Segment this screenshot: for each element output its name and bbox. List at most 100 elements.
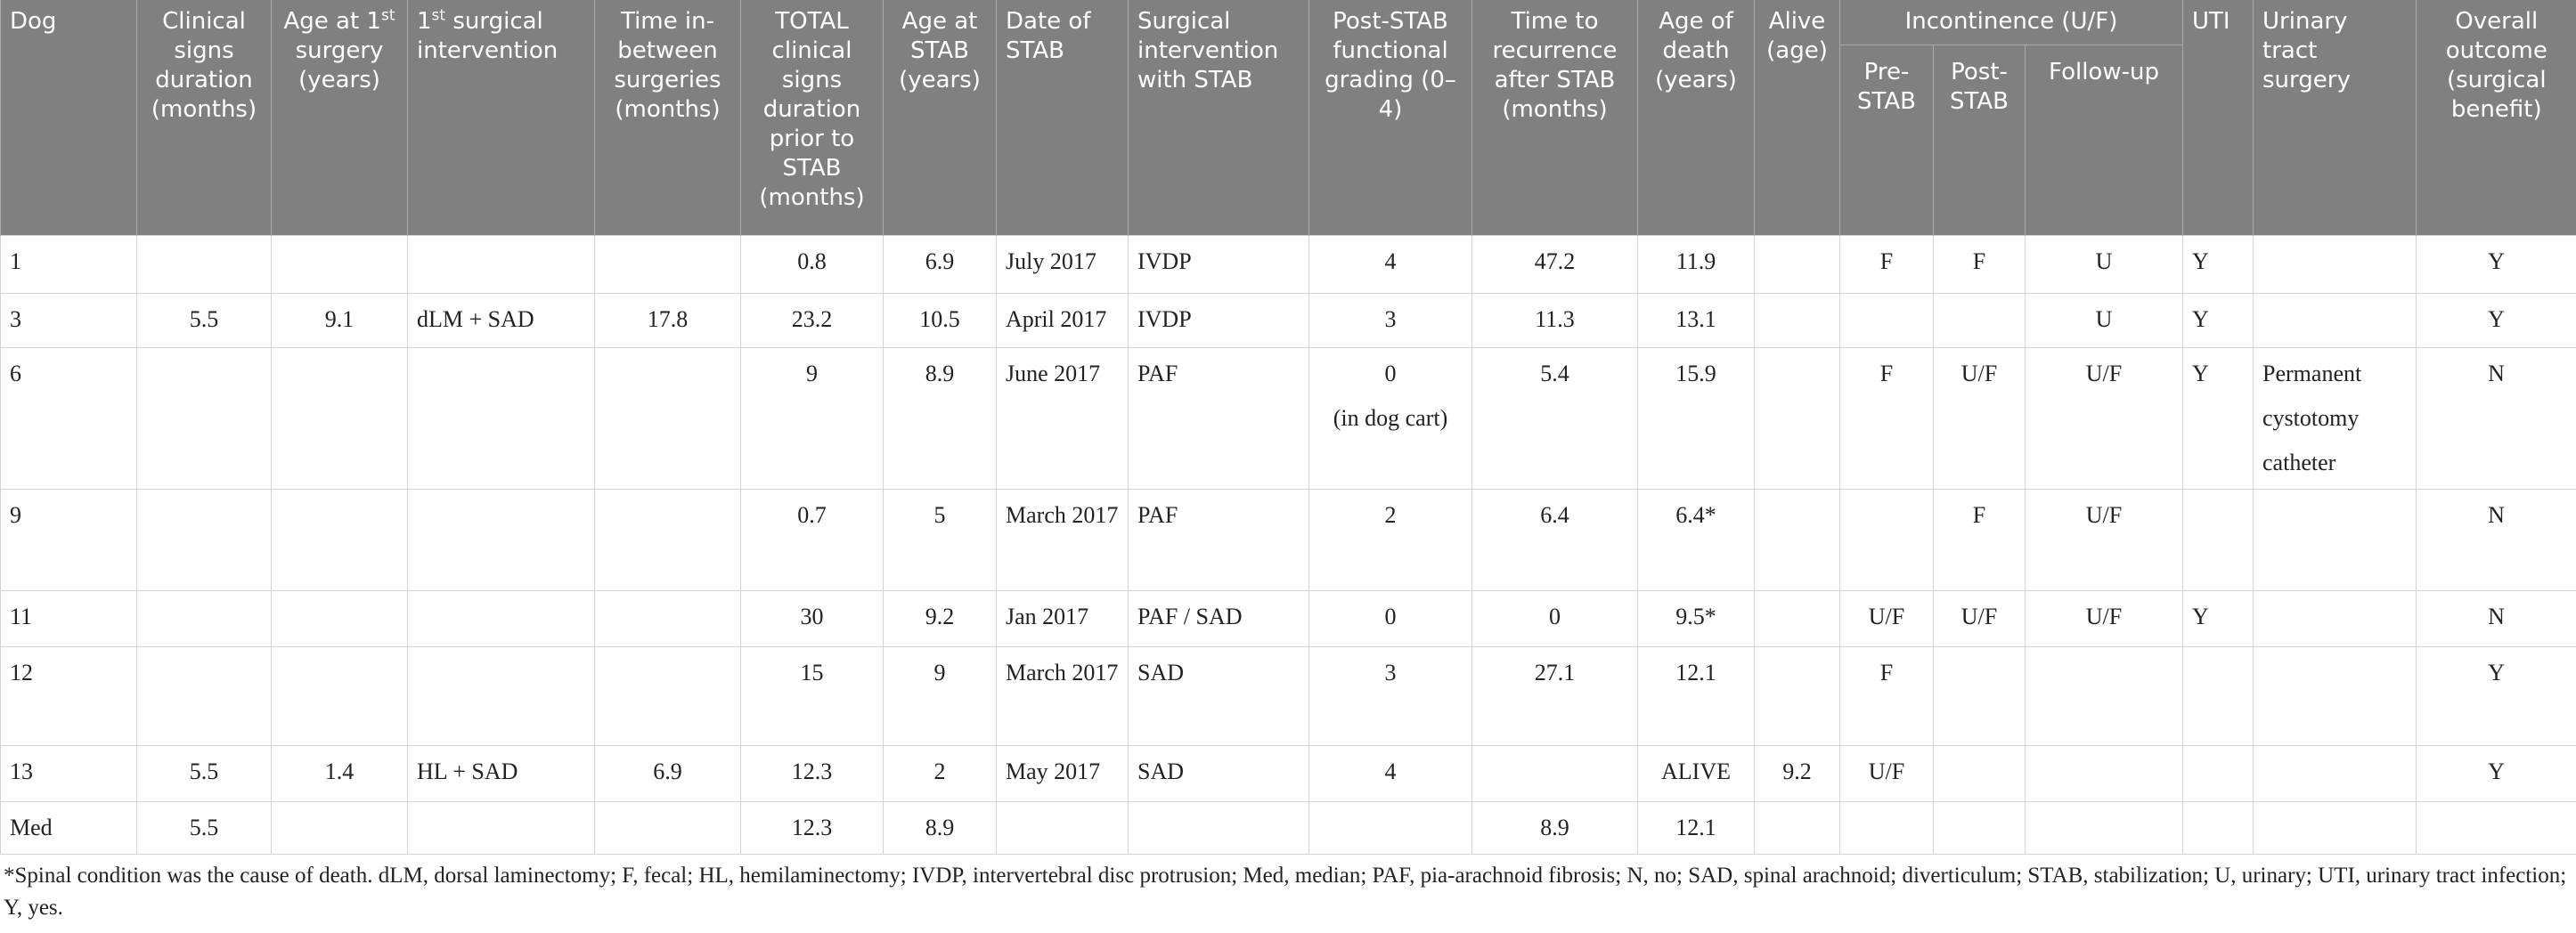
table-cell: U/F	[1839, 589, 1934, 647]
table-cell	[1754, 645, 1840, 746]
header-text: Age at 1	[283, 8, 381, 35]
column-header: Dog	[0, 0, 137, 235]
table-cell: 12.3	[740, 744, 884, 802]
table-cell	[407, 800, 595, 855]
table-cell: 5.4	[1471, 346, 1638, 490]
table-cell: N	[2416, 346, 2576, 490]
header-text: 1	[417, 8, 432, 35]
table-cell	[1839, 292, 1934, 348]
table-cell: 9	[883, 645, 997, 746]
table-cell	[1754, 589, 1840, 647]
table-cell	[2024, 744, 2184, 802]
table-cell: 30	[740, 589, 884, 647]
table-cell: SAD	[1128, 744, 1309, 802]
table-cell: 12	[0, 645, 137, 746]
table-cell	[136, 589, 272, 647]
table-cell: PAF	[1128, 346, 1309, 490]
table-cell: 0.8	[740, 234, 884, 294]
table-cell	[2182, 800, 2254, 855]
table-cell: April 2017	[996, 292, 1129, 348]
table-cell: U/F	[2024, 346, 2184, 490]
table-cell: 11.3	[1471, 292, 1638, 348]
table-cell: 9.5*	[1637, 589, 1755, 647]
table-cell: May 2017	[996, 744, 1129, 802]
table-cell: 5.5	[136, 744, 272, 802]
table-cell: March 2017	[996, 488, 1129, 591]
table-cell	[271, 488, 408, 591]
table-cell: 23.2	[740, 292, 884, 348]
table-cell: 9.2	[883, 589, 997, 647]
table-cell: Y	[2416, 292, 2576, 348]
table-cell: 6	[0, 346, 137, 490]
table-cell: 9	[740, 346, 884, 490]
table-cell: 5.5	[136, 292, 272, 348]
table-cell	[594, 645, 741, 746]
table-cell	[2253, 589, 2417, 647]
table-cell: 6.4	[1471, 488, 1638, 591]
table-row: Med 5.5 12.3 8.9 8.9 12.1	[0, 800, 2576, 855]
header-subrow: Pre-STAB Post-STAB Follow-up	[1, 45, 2576, 235]
column-header: Urinary tract surgery	[2253, 0, 2417, 235]
table-cell	[1754, 292, 1840, 348]
table-cell: Y	[2416, 744, 2576, 802]
table-cell	[1128, 800, 1309, 855]
table-cell: 8.9	[883, 346, 997, 490]
table-cell	[594, 589, 741, 647]
table-cell	[271, 346, 408, 490]
header-text: surgical intervention	[417, 8, 558, 64]
table-cell: Y	[2416, 645, 2576, 746]
table-cell	[407, 234, 595, 294]
column-header: Age at STAB (years)	[883, 0, 997, 235]
table-cell	[2024, 645, 2184, 746]
column-header: Overall outcome (surgical benefit)	[2416, 0, 2576, 235]
table-cell	[2253, 744, 2417, 802]
table-cell	[2253, 292, 2417, 348]
table-cell: 6.9	[883, 234, 997, 294]
table-cell: PAF / SAD	[1128, 589, 1309, 647]
table-cell	[407, 589, 595, 647]
subheader: Post-STAB	[1933, 45, 2026, 235]
table-cell	[271, 645, 408, 746]
table-cell: 3	[1308, 292, 1472, 348]
table-cell: 2	[1308, 488, 1472, 591]
table-cell	[2416, 800, 2576, 855]
table-cell: SAD	[1128, 645, 1309, 746]
table-cell	[136, 234, 272, 294]
table-cell: F	[1839, 645, 1934, 746]
column-header: Date of STAB	[996, 0, 1129, 235]
table-cell: July 2017	[996, 234, 1129, 294]
table-cell	[2182, 645, 2254, 746]
table-cell: U	[2024, 292, 2184, 348]
table-cell	[1754, 488, 1840, 591]
table-cell: 5	[883, 488, 997, 591]
table-cell: 9	[0, 488, 137, 591]
table-cell: 15.9	[1637, 346, 1755, 490]
table-row: 11 30 9.2 Jan 2017 PAF / SAD 0 0 9.5* U/F U/F U/F Y…	[0, 589, 2576, 647]
table-cell	[1933, 800, 2026, 855]
subheader: Pre-STAB	[1839, 45, 1934, 235]
table-cell	[271, 800, 408, 855]
table-cell: F	[1839, 234, 1934, 294]
table-cell	[2182, 488, 2254, 591]
table-cell: 3	[0, 292, 137, 348]
header-group: Incontinence (U/F)	[1838, 0, 2183, 45]
header-row: Dog Clinical signs duration (months) Age a…	[0, 0, 2576, 235]
table-cell: Y	[2182, 234, 2254, 294]
table-cell: 0	[1471, 589, 1638, 647]
table-cell: U/F	[1933, 589, 2026, 647]
column-header: UTI	[2182, 0, 2254, 235]
column-header: Age at 1st surgery (years)	[271, 0, 408, 235]
table-cell: 11	[0, 589, 137, 647]
table-cell: 1	[0, 234, 137, 294]
column-header: Clinical signs duration (months)	[136, 0, 272, 235]
table-cell	[136, 645, 272, 746]
table-cell: 10.5	[883, 292, 997, 348]
table-row: 6 9 8.9 June 2017 PAF 0 (in dog cart) 5.4 15.9 F…	[0, 346, 2576, 490]
table-cell: HL + SAD	[407, 744, 595, 802]
table-cell: PAF	[1128, 488, 1309, 591]
table-cell: 13.1	[1637, 292, 1755, 348]
table-cell	[271, 589, 408, 647]
table-cell: ALIVE	[1637, 744, 1755, 802]
table-cell	[1933, 292, 2026, 348]
table-cell	[1471, 744, 1638, 802]
